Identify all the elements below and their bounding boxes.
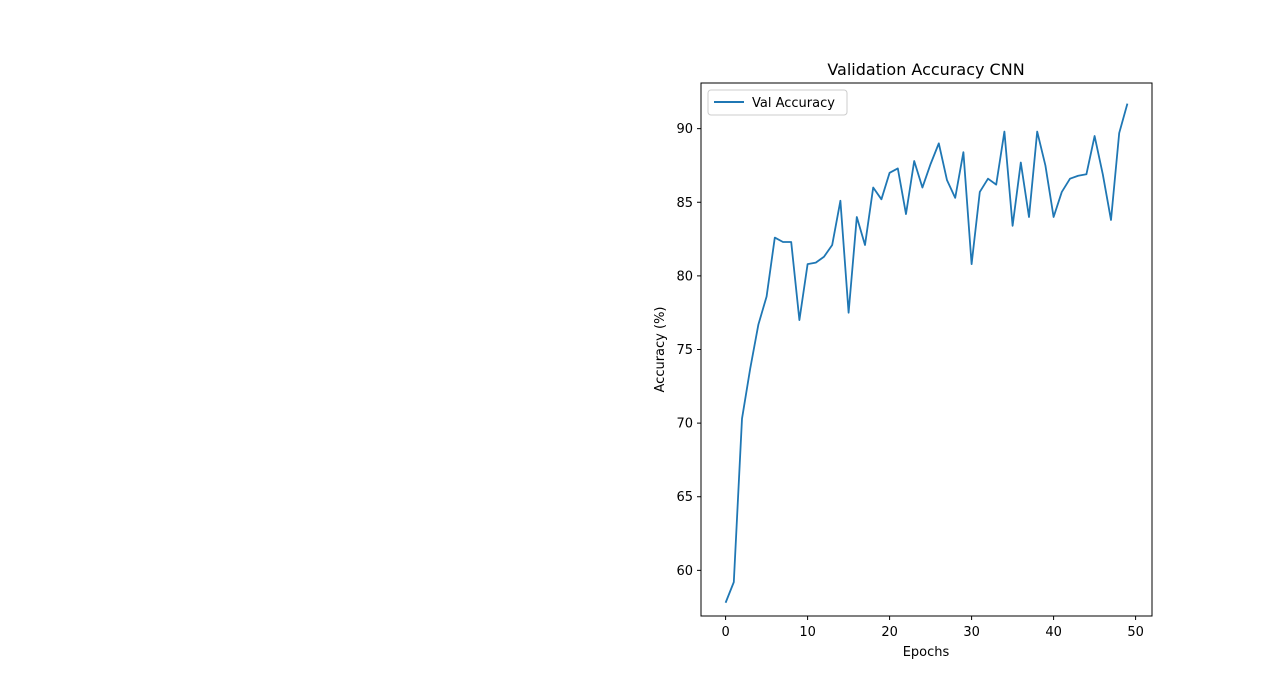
data-point (1102, 173, 1104, 175)
x-tick-label: 40 (1045, 625, 1062, 640)
plot-area (700, 82, 1153, 617)
series-layer (724, 102, 1129, 604)
data-point (1069, 178, 1071, 180)
data-point (798, 319, 800, 321)
data-point (815, 261, 817, 263)
y-tick-label: 70 (676, 417, 693, 432)
data-point (831, 244, 833, 246)
data-point (946, 179, 948, 181)
data-point (1052, 216, 1054, 218)
y-tick-label: 80 (676, 269, 693, 284)
data-point (938, 142, 940, 144)
data-point (1118, 132, 1120, 134)
legend-label: Val Accuracy (752, 96, 835, 111)
x-axis-label: Epochs (903, 645, 950, 660)
data-point (1003, 130, 1005, 132)
data-point (970, 263, 972, 265)
data-point (1036, 130, 1038, 132)
data-point (979, 191, 981, 193)
data-point (897, 167, 899, 169)
data-point (782, 241, 784, 243)
data-point (864, 244, 866, 246)
y-tick-label: 75 (676, 343, 693, 358)
data-point (733, 581, 735, 583)
series-line-val-accuracy (724, 103, 1129, 604)
data-point (757, 323, 759, 325)
data-point (774, 236, 776, 238)
data-point (790, 241, 792, 243)
data-point (888, 172, 890, 174)
y-tick-label: 85 (676, 196, 693, 211)
x-tick-label: 0 (721, 625, 729, 640)
data-point (1061, 191, 1063, 193)
data-point (847, 311, 849, 313)
data-point (1028, 216, 1030, 218)
data-point (921, 186, 923, 188)
data-point (839, 200, 841, 202)
data-point (823, 256, 825, 258)
x-tick-label: 50 (1127, 625, 1144, 640)
data-point (1020, 161, 1022, 163)
chart-title: Validation Accuracy CNN (827, 60, 1024, 79)
data-point (1126, 102, 1128, 104)
data-point (905, 213, 907, 215)
data-point (987, 178, 989, 180)
data-point (962, 151, 964, 153)
data-point (1011, 225, 1013, 227)
data-point (806, 263, 808, 265)
data-point (1044, 164, 1046, 166)
data-point (872, 186, 874, 188)
y-tick-label: 60 (676, 564, 693, 579)
y-tick-label: 90 (676, 122, 693, 137)
data-point (880, 198, 882, 200)
data-point (1093, 135, 1095, 137)
data-point (741, 418, 743, 420)
data-point (856, 216, 858, 218)
data-point (724, 602, 726, 604)
y-axis-ticks: 60 65 70 75 80 85 90 (676, 122, 701, 579)
data-point (1077, 175, 1079, 177)
legend: Val Accuracy (707, 89, 848, 116)
data-point (995, 183, 997, 185)
data-point (749, 367, 751, 369)
axes-frame (700, 82, 1153, 617)
x-axis-ticks: 0 10 20 30 40 50 (721, 616, 1144, 640)
x-tick-label: 10 (799, 625, 816, 640)
legend-box (707, 89, 848, 116)
data-point (913, 160, 915, 162)
y-tick-label: 65 (676, 490, 693, 505)
x-tick-label: 20 (881, 625, 898, 640)
data-point (765, 295, 767, 297)
y-axis-label: Accuracy (%) (653, 307, 668, 393)
data-point (929, 163, 931, 165)
x-tick-label: 30 (963, 625, 980, 640)
data-point (954, 197, 956, 199)
data-point (1085, 173, 1087, 175)
data-point (1110, 219, 1112, 221)
